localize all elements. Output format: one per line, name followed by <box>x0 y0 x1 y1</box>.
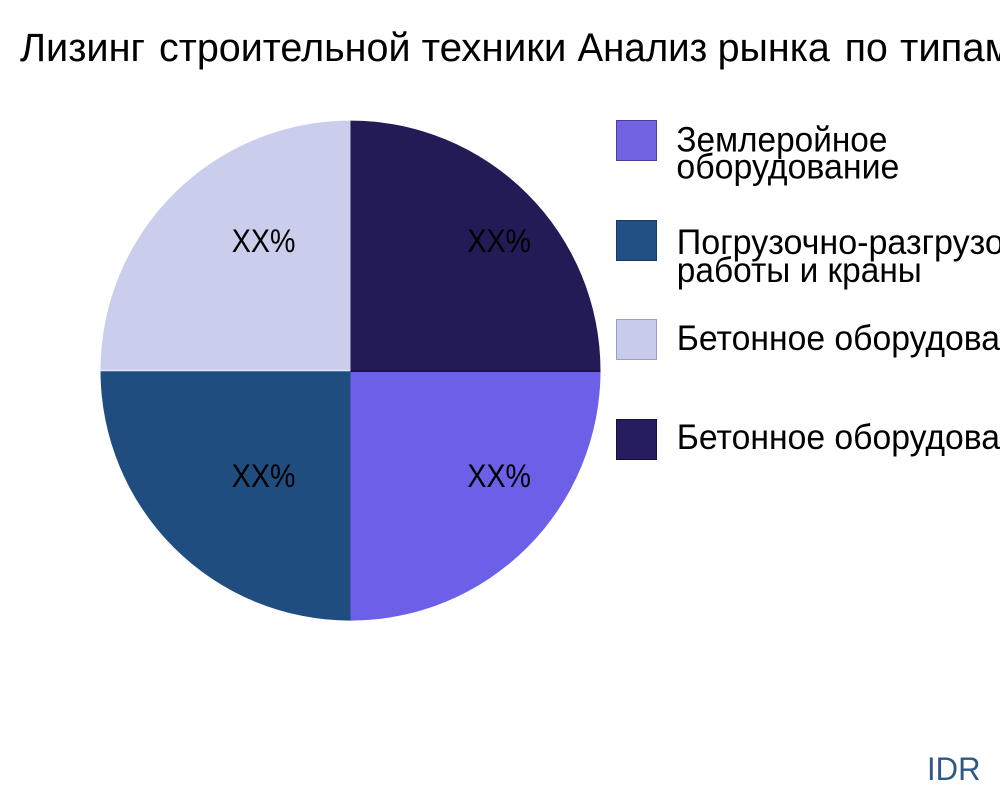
svg-text:Погрузочно-разгрузочные: Погрузочно-разгрузочные <box>677 223 1000 262</box>
svg-text:по: по <box>845 26 888 70</box>
svg-text:типам оборудования: типам оборудования <box>900 26 1000 70</box>
svg-text:XX%: XX% <box>232 223 296 259</box>
svg-text:Лизинг: Лизинг <box>20 26 145 70</box>
svg-text:XX%: XX% <box>232 458 296 494</box>
svg-text:оборудование: оборудование <box>676 148 899 187</box>
svg-text:строительной: строительной <box>159 26 411 70</box>
svg-text:Бетонное оборудование: Бетонное оборудование <box>677 319 1000 358</box>
svg-text:техники: техники <box>422 26 567 70</box>
svg-text:работы и краны: работы и краны <box>677 251 922 290</box>
svg-text:рынка: рынка <box>718 26 831 70</box>
svg-text:XX%: XX% <box>467 223 531 259</box>
svg-text:XX%: XX% <box>467 458 531 494</box>
svg-text:Бетонное оборудование: Бетонное оборудование <box>677 418 1000 457</box>
svg-text:IDR: IDR <box>927 751 981 787</box>
svg-text:Землеройное: Землеройное <box>676 120 887 159</box>
svg-text:Анализ: Анализ <box>578 26 708 70</box>
